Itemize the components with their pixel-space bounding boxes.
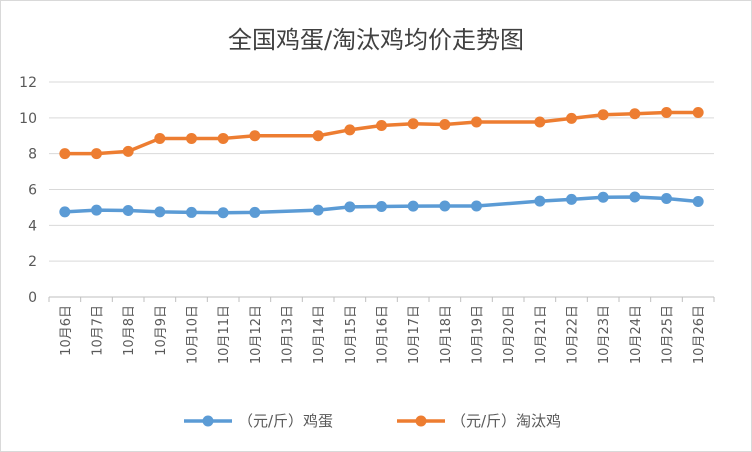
x-tick-label: 10月13日 — [281, 305, 296, 364]
data-point — [249, 130, 261, 142]
data-point — [692, 106, 704, 118]
data-point — [597, 109, 609, 121]
data-point — [534, 116, 546, 128]
x-tick-label: 10月18日 — [439, 305, 454, 364]
x-tick-label: 10月19日 — [471, 305, 486, 364]
x-tick-label: 10月11日 — [217, 305, 232, 364]
x-tick-label: 10月25日 — [661, 305, 676, 364]
data-point — [122, 204, 134, 216]
legend-item-2: （元/斤）淘汰鸡 — [397, 412, 561, 430]
x-tick-label: 10月12日 — [249, 305, 264, 364]
data-point — [661, 192, 672, 204]
data-point — [376, 201, 387, 213]
data-point — [186, 132, 197, 144]
data-point — [407, 200, 419, 212]
data-point — [407, 118, 419, 130]
x-tick-label: 10月15日 — [344, 305, 359, 364]
data-point — [344, 201, 356, 213]
x-tick-label: 10月24日 — [629, 305, 644, 364]
data-point — [91, 204, 102, 216]
data-point — [439, 118, 451, 130]
data-point — [312, 204, 324, 216]
x-tick-label: 10月8日 — [122, 305, 137, 356]
data-point — [692, 196, 704, 208]
data-point — [59, 148, 71, 160]
data-point — [249, 206, 261, 218]
data-point — [629, 108, 641, 120]
x-tick-label: 10月22日 — [566, 305, 581, 364]
data-point — [566, 112, 577, 124]
legend: （元/斤）鸡蛋 （元/斤）淘汰鸡 — [184, 412, 561, 430]
data-point — [217, 132, 229, 144]
x-tick-label: 10月14日 — [312, 305, 327, 364]
data-point — [629, 191, 641, 203]
chart-title: 全国鸡蛋/淘汰鸡均价走势图 — [228, 26, 524, 54]
series-layer — [59, 106, 704, 219]
legend-item-1: （元/斤）鸡蛋 — [184, 412, 333, 430]
y-tick-label: 12 — [19, 75, 37, 91]
x-tick-label: 10月17日 — [407, 305, 422, 364]
legend-marker — [202, 415, 214, 427]
x-tick-label: 10月6日 — [59, 305, 74, 356]
x-tick-label: 10月23日 — [597, 305, 612, 364]
data-point — [471, 200, 482, 212]
series-1 — [59, 191, 704, 219]
y-tick-label: 10 — [19, 111, 37, 127]
data-point — [471, 116, 482, 128]
data-point — [122, 145, 134, 157]
data-point — [186, 206, 197, 218]
x-tick-label: 10月7日 — [91, 305, 106, 356]
series-2 — [59, 106, 704, 160]
x-axis: 10月6日 10月7日 10月8日 10月9日 10月10日 10月11日 10月12日 10… — [48, 296, 715, 364]
data-point — [59, 206, 71, 218]
legend-label: （元/斤）淘汰鸡 — [451, 412, 561, 430]
x-tick-label: 10月21日 — [534, 305, 549, 364]
y-tick-label: 4 — [28, 218, 37, 234]
y-tick-label: 6 — [28, 183, 37, 199]
x-tick-label: 10月9日 — [154, 305, 169, 356]
data-point — [597, 191, 609, 203]
data-point — [439, 200, 451, 212]
gridlines — [49, 81, 714, 262]
data-point — [344, 124, 356, 136]
data-point — [91, 148, 102, 160]
y-tick-label: 8 — [28, 147, 37, 163]
x-tick-label: 10月10日 — [186, 305, 201, 364]
data-point — [312, 130, 324, 142]
x-tick-label: 10月26日 — [692, 305, 707, 364]
x-tick-label: 10月20日 — [502, 305, 517, 364]
data-point — [376, 120, 387, 132]
data-point — [534, 195, 546, 207]
legend-label: （元/斤）鸡蛋 — [238, 412, 333, 430]
data-point — [661, 106, 672, 118]
data-point — [154, 132, 166, 144]
y-tick-label: 2 — [28, 254, 37, 270]
data-point — [154, 206, 166, 218]
data-point — [217, 207, 229, 219]
x-tick-label: 10月16日 — [376, 305, 391, 364]
legend-marker — [415, 415, 427, 427]
data-point — [566, 193, 577, 205]
y-axis: 0 2 4 6 8 10 12 — [19, 75, 37, 306]
y-tick-label: 0 — [28, 290, 37, 306]
